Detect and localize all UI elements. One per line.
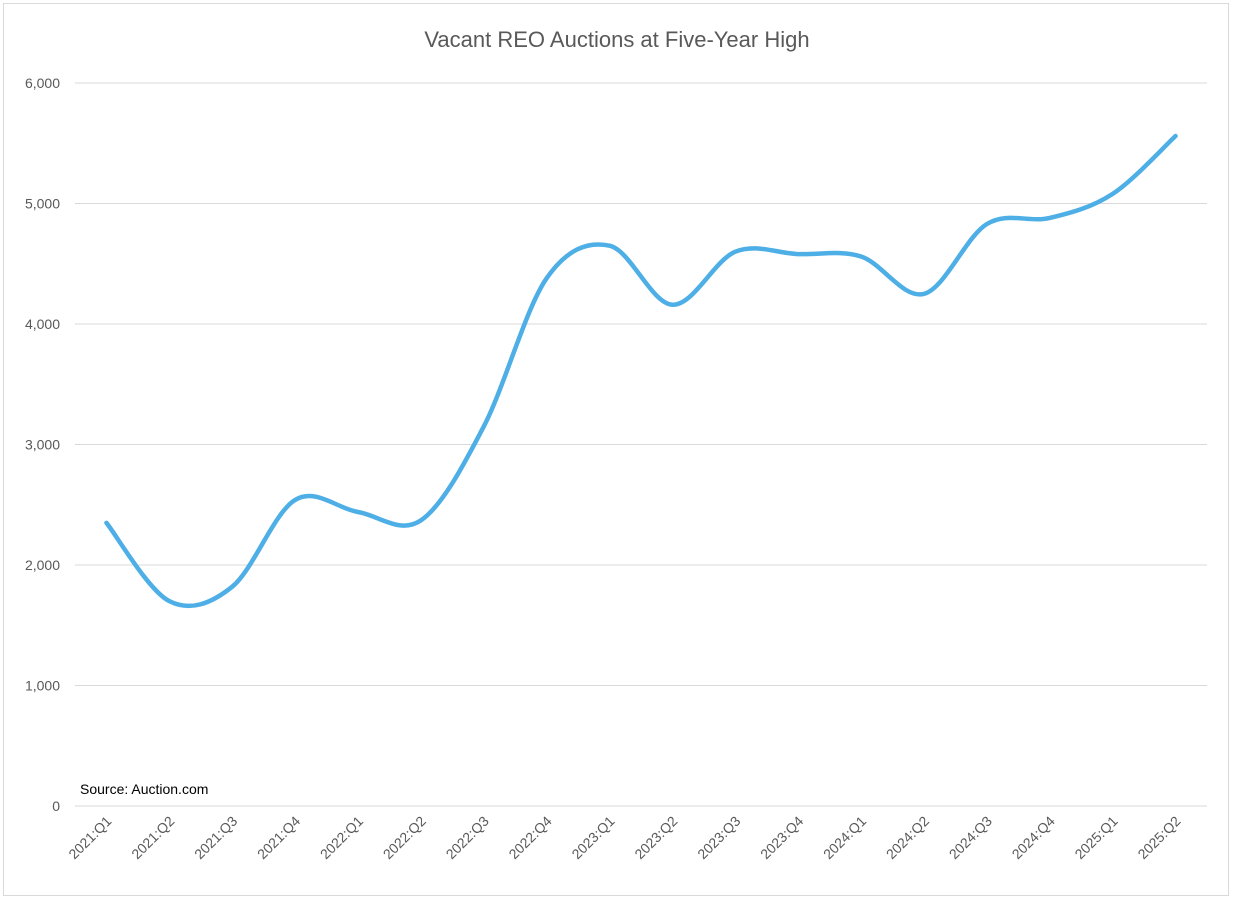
chart-frame bbox=[3, 3, 1229, 896]
x-tick-label: 2022:Q1 bbox=[317, 813, 366, 862]
y-tick-label: 2,000 bbox=[25, 557, 60, 573]
y-tick-label: 1,000 bbox=[25, 678, 60, 694]
chart-title: Vacant REO Auctions at Five-Year High bbox=[424, 27, 809, 52]
x-tick-label: 2024:Q2 bbox=[883, 813, 932, 862]
y-axis-ticks: 0 1,000 2,000 3,000 4,000 5,000 6,000 bbox=[25, 75, 60, 814]
x-tick-label: 2024:Q1 bbox=[820, 813, 869, 862]
x-tick-label: 2023:Q2 bbox=[631, 813, 680, 862]
y-tick-label: 4,000 bbox=[25, 316, 60, 332]
x-tick-label: 2022:Q2 bbox=[380, 813, 429, 862]
x-tick-label: 2023:Q3 bbox=[694, 813, 743, 862]
x-tick-label: 2023:Q4 bbox=[757, 813, 806, 862]
x-tick-label: 2021:Q1 bbox=[65, 813, 114, 862]
x-tick-label: 2024:Q3 bbox=[946, 813, 995, 862]
series-line bbox=[104, 133, 1178, 609]
x-tick-label: 2023:Q1 bbox=[568, 813, 617, 862]
y-tick-label: 5,000 bbox=[25, 196, 60, 212]
gridlines bbox=[75, 82, 1207, 807]
x-tick-label: 2021:Q2 bbox=[128, 813, 177, 862]
x-tick-label: 2021:Q3 bbox=[191, 813, 240, 862]
x-tick-label: 2021:Q4 bbox=[254, 813, 303, 862]
y-tick-label: 0 bbox=[52, 798, 60, 814]
x-tick-label: 2025:Q2 bbox=[1134, 813, 1183, 862]
y-tick-label: 6,000 bbox=[25, 75, 60, 91]
x-tick-label: 2022:Q4 bbox=[505, 813, 554, 862]
y-tick-label: 3,000 bbox=[25, 437, 60, 453]
x-tick-label: 2024:Q4 bbox=[1009, 813, 1058, 862]
x-tick-label: 2025:Q1 bbox=[1071, 813, 1120, 862]
x-axis-ticks: 2021:Q1 2021:Q2 2021:Q3 2021:Q4 2022:Q1 2022:… bbox=[65, 813, 1184, 862]
x-tick-label: 2022:Q3 bbox=[443, 813, 492, 862]
series-layer bbox=[104, 133, 1178, 609]
source-annotation: Source: Auction.com bbox=[80, 781, 208, 797]
